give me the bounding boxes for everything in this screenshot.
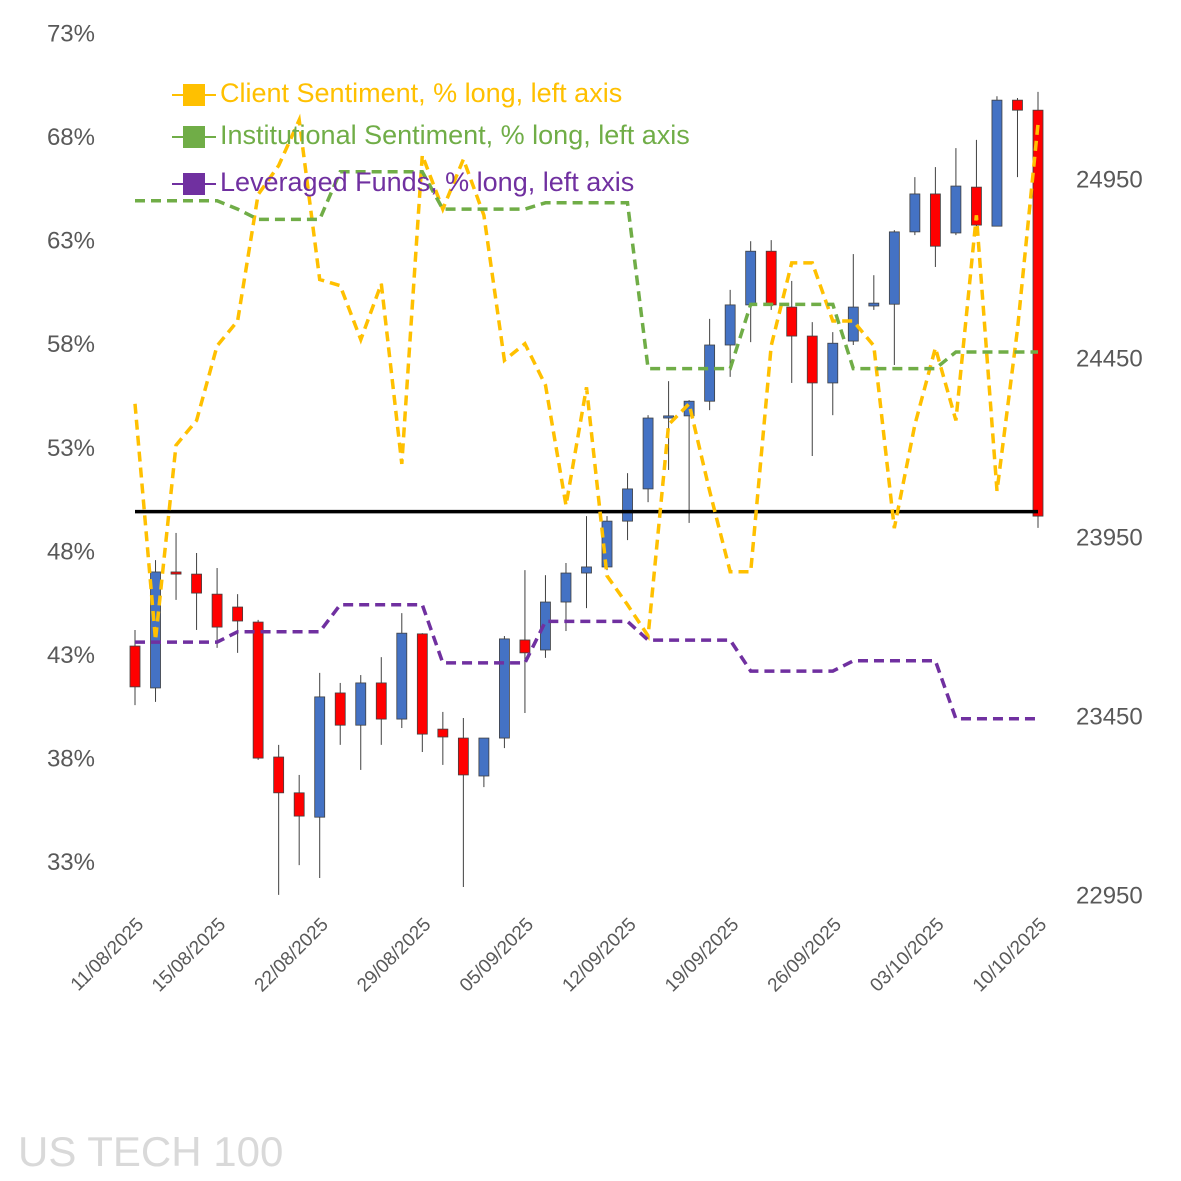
candle-body [950, 185, 962, 234]
series-line [135, 603, 1038, 721]
y-tick-label: 48% [47, 538, 95, 565]
candle-body [806, 335, 818, 384]
candle-body [457, 737, 469, 776]
series-line [133, 113, 1040, 641]
y-tick-label: 53% [47, 435, 95, 462]
y2-tick-label: 23950 [1076, 524, 1143, 551]
candle-body [868, 302, 880, 307]
y-tick-label: 43% [47, 642, 95, 669]
legend-marker [183, 126, 205, 148]
y2-tick-label: 24950 [1076, 166, 1143, 193]
y-tick-label: 63% [47, 228, 95, 255]
candle-body [375, 682, 387, 720]
legend-label: Institutional Sentiment, % long, left ax… [220, 120, 690, 150]
candle-body [211, 593, 223, 628]
candle-body [745, 250, 757, 306]
candle-body [1032, 109, 1044, 517]
candle-body [519, 639, 531, 654]
legend-label: Client Sentiment, % long, left axis [220, 78, 622, 108]
candle-body [1012, 99, 1023, 111]
candle-body [478, 737, 490, 777]
candle-body [396, 632, 408, 720]
candle-body [929, 193, 941, 247]
candle-body [252, 621, 264, 759]
candle-body [416, 633, 428, 735]
candle-body [232, 606, 244, 622]
candle-body [847, 306, 859, 342]
candle-body [663, 415, 674, 419]
candle-body [909, 193, 921, 233]
y2-tick-label: 22950 [1076, 882, 1143, 909]
candle-body [355, 682, 367, 726]
candle-body [971, 186, 982, 226]
y-tick-label: 68% [47, 124, 95, 151]
candle-body [293, 792, 305, 817]
watermark: US TECH 100 [18, 1128, 283, 1175]
candle-body [581, 566, 592, 574]
candle-body [560, 572, 572, 603]
y2-tick-label: 23450 [1076, 703, 1143, 730]
candle-body [642, 417, 654, 490]
candle-body [334, 692, 346, 726]
y-tick-label: 33% [47, 849, 95, 876]
candle-body [129, 645, 141, 688]
candle-body [437, 728, 449, 738]
candle-body [704, 344, 716, 402]
candle-body [273, 756, 285, 794]
candle-body [888, 231, 900, 305]
candle-body [170, 571, 182, 575]
y-tick-label: 73% [47, 20, 95, 47]
legend-marker [183, 84, 205, 106]
y-tick-label: 38% [47, 746, 95, 773]
candle-body [622, 488, 633, 522]
candle-body [191, 573, 202, 594]
candle-body [786, 306, 798, 337]
candle-body [765, 250, 777, 306]
candle-body [540, 601, 551, 651]
y2-tick-label: 24450 [1076, 345, 1143, 372]
candle-body [314, 696, 326, 818]
y-tick-label: 58% [47, 331, 95, 358]
legend-marker [183, 173, 205, 195]
candle-body [724, 304, 736, 346]
candle-body [827, 342, 839, 384]
candle-body [991, 99, 1003, 227]
legend-label: Leveraged Funds, % long, left axis [220, 167, 634, 197]
candle-body [499, 638, 510, 739]
